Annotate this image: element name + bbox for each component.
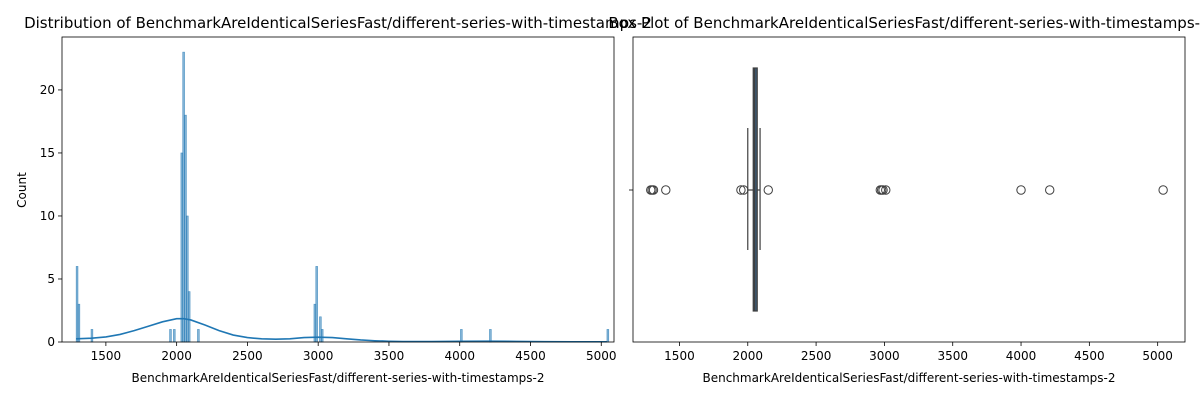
outlier-point: [661, 185, 671, 195]
histogram-bar: [320, 329, 324, 343]
y-tick-label: 0: [47, 335, 55, 349]
histogram-x-ticks: 1500 2000 2500 3000 3500 4000 4500 5000: [91, 342, 617, 363]
x-tick-label: 2500: [801, 349, 832, 363]
boxplot-title: Box Plot of BenchmarkAreIdenticalSeriesF…: [608, 14, 1200, 32]
y-tick-label: 5: [47, 272, 55, 286]
histogram-bar: [489, 329, 492, 343]
outlier-point: [738, 185, 749, 195]
x-tick-label: 1500: [664, 349, 695, 363]
kde-curve: [76, 317, 607, 343]
histogram-bar: [460, 329, 463, 343]
histogram-bar: [187, 291, 191, 343]
x-tick-label: 3000: [869, 349, 900, 363]
x-tick-label: 5000: [1142, 349, 1173, 363]
boxplot-panel: 1500 2000 2500 3000 3500 4000 4500 5000 Box Plo…: [608, 14, 1200, 385]
y-tick-label: 20: [40, 83, 55, 97]
outlier-point: [881, 185, 891, 195]
x-tick-label: 2500: [232, 349, 263, 363]
histogram-y-ticks: 0 5 10 15 20: [40, 83, 62, 349]
histogram-title: Distribution of BenchmarkAreIdenticalSer…: [24, 14, 652, 32]
histogram-y-axis-label: Count: [15, 172, 29, 208]
histogram-bar: [606, 329, 610, 343]
outlier-point: [1016, 185, 1026, 195]
y-tick-label: 15: [40, 146, 55, 160]
outlier-point: [648, 185, 659, 195]
boxplot-x-ticks: 1500 2000 2500 3000 3500 4000 4500 5000: [664, 342, 1173, 363]
histogram-bar: [90, 329, 94, 343]
outlier-point: [763, 185, 773, 195]
histogram-bar: [197, 329, 200, 343]
x-tick-label: 4000: [1006, 349, 1037, 363]
outlier-point: [878, 185, 888, 195]
outlier-point: [1045, 185, 1055, 195]
x-tick-label: 4500: [515, 349, 546, 363]
x-tick-label: 2000: [732, 349, 763, 363]
outlier-point: [736, 185, 746, 195]
x-tick-label: 5000: [586, 349, 617, 363]
x-tick-label: 3500: [374, 349, 405, 363]
box-iqr: [752, 67, 758, 312]
histogram-bars: [75, 51, 610, 343]
histogram-bar: [77, 303, 81, 343]
x-tick-label: 4000: [444, 349, 475, 363]
x-tick-label: 2000: [161, 349, 192, 363]
boxplot-x-axis-label: BenchmarkAreIdenticalSeriesFast/differen…: [702, 371, 1115, 385]
histogram-panel: 1500 2000 2500 3000 3500 4000 4500 5000 0 5 10 15 2…: [15, 14, 652, 385]
histogram-bar: [169, 329, 172, 343]
histogram-x-axis-label: BenchmarkAreIdenticalSeriesFast/differen…: [131, 371, 544, 385]
y-tick-label: 10: [40, 209, 55, 223]
histogram-bar: [173, 329, 176, 343]
histogram-bar: [315, 266, 318, 343]
boxplot-outliers: [646, 185, 1168, 195]
x-tick-label: 3000: [303, 349, 334, 363]
outlier-point: [1158, 185, 1168, 195]
x-tick-label: 3500: [937, 349, 968, 363]
x-tick-label: 1500: [91, 349, 122, 363]
x-tick-label: 4500: [1074, 349, 1105, 363]
